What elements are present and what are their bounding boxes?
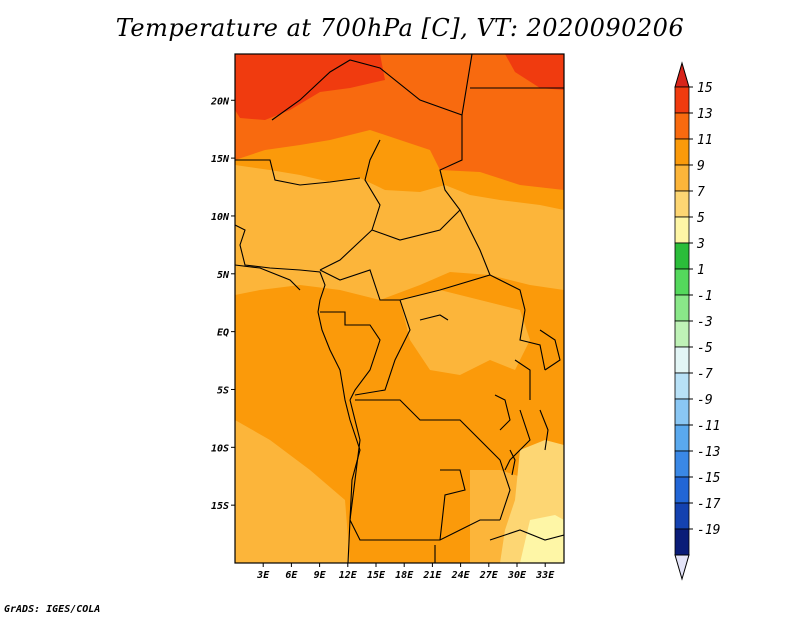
colorbar-segment — [674, 190, 690, 218]
longitude-axis: 3E 6E 9E 12E 15E 18E 21E 24E 27E 30E 33E — [256, 563, 555, 581]
colorbar-label: -5 — [697, 341, 713, 356]
colorbar-label: -13 — [697, 445, 720, 460]
colorbar-label: -17 — [697, 497, 721, 512]
lon-tick-label: 24E — [451, 570, 471, 581]
colorbar-segment — [674, 372, 690, 400]
temperature-field — [235, 54, 564, 563]
boundary-line — [355, 399, 511, 521]
lon-tick-label: 3E — [256, 570, 270, 581]
colorbar-segment — [674, 450, 690, 478]
boundary-line — [235, 159, 361, 186]
colorbar-label: 15 — [697, 81, 713, 96]
boundary-line — [439, 115, 491, 276]
lon-tick-label: 27E — [479, 570, 499, 581]
lake-path — [419, 314, 449, 321]
colorbar-label: 7 — [697, 185, 705, 200]
boundary-line — [271, 54, 473, 121]
colorbar-label: 13 — [697, 107, 713, 122]
field-patch-7-9-central — [400, 290, 530, 375]
colorbar-label: 11 — [697, 133, 713, 148]
boundary-line — [371, 209, 461, 241]
field-coastal-9-11 — [235, 300, 360, 470]
colorbar-segment — [674, 216, 690, 244]
colorbar-segment — [674, 476, 690, 504]
lon-tick-label: 21E — [422, 570, 442, 581]
boundary-line — [319, 139, 381, 271]
lat-tick-label: 5S — [217, 385, 229, 396]
colorbar-segment — [674, 346, 690, 374]
boundary-line — [439, 469, 466, 541]
boundary-line — [504, 409, 531, 471]
boundary-line — [489, 529, 564, 541]
colorbar-segment — [674, 294, 690, 322]
colorbar-label: 3 — [696, 237, 705, 252]
colorbar-label: -3 — [697, 315, 713, 330]
latitude-axis: 20N 15N 10N 5N EQ 5S 10S 15S — [210, 96, 235, 512]
lat-tick-label: 15N — [211, 154, 230, 165]
colorbar-label: -19 — [697, 523, 720, 538]
boundary-line — [349, 399, 500, 541]
colorbar-label: 5 — [697, 211, 705, 226]
lon-tick-label: 12E — [339, 570, 358, 581]
colorbar-label: -11 — [697, 419, 720, 434]
boundary-line — [320, 311, 381, 401]
lon-tick-label: 15E — [367, 570, 386, 581]
boundary-line — [235, 264, 301, 291]
boundary-line — [354, 299, 411, 396]
lon-tick-label: 18E — [395, 570, 414, 581]
colorbar-segment — [674, 242, 690, 270]
field-band-7-9-north — [235, 165, 564, 300]
lat-tick-label: 10N — [211, 212, 230, 223]
boundary-line — [539, 329, 561, 371]
lon-tick-label: 33E — [535, 570, 555, 581]
coastline-path — [235, 224, 361, 563]
colorbar-segment — [674, 320, 690, 348]
field-patch-13-15-east — [505, 54, 564, 90]
colorbar-segment — [674, 112, 690, 140]
lake-path — [494, 394, 511, 431]
credit-text: GrADS: IGES/COLA — [4, 604, 101, 615]
coastline — [235, 224, 549, 563]
field-patch-13-15-west — [235, 54, 385, 120]
lat-tick-label: 20N — [210, 96, 230, 107]
field-patch-7-9-southwest — [235, 420, 350, 563]
lon-tick-label: 9E — [314, 570, 327, 581]
lat-tick-label: EQ — [217, 328, 229, 339]
boundary-line — [519, 309, 546, 371]
colorbar-label: -1 — [697, 289, 713, 304]
colorbar-label: 9 — [697, 159, 705, 174]
lat-tick-label: 5N — [217, 270, 230, 281]
colorbar-segment — [674, 398, 690, 426]
country-boundaries — [235, 54, 564, 563]
colorbar-segment — [674, 424, 690, 452]
colorbar-segment — [674, 138, 690, 166]
lat-tick-label: 10S — [211, 443, 229, 454]
colorbar-segment — [674, 164, 690, 192]
colorbar-segment — [674, 528, 690, 556]
colorbar-label: -15 — [697, 471, 721, 486]
lake-path — [509, 449, 516, 476]
colorbar: 15 13 11 9 7 5 3 1 -1 -3 -5 -7 -9 -11 -13 -15 -17 -19 — [674, 61, 721, 581]
lake-path — [539, 409, 549, 451]
lat-tick-label: 15S — [211, 501, 229, 512]
lon-tick-label: 6E — [285, 570, 298, 581]
colorbar-segment — [674, 86, 690, 114]
lon-tick-label: 30E — [507, 570, 527, 581]
colorbar-label: -7 — [697, 367, 713, 382]
colorbar-bottom-arrow — [674, 554, 690, 581]
colorbar-segment — [674, 502, 690, 530]
colorbar-top-arrow — [674, 61, 690, 88]
map-frame — [234, 53, 565, 564]
colorbar-label: -9 — [697, 393, 713, 408]
colorbar-segment — [674, 268, 690, 296]
chart-title: Temperature at 700hPa [C], VT: 202009020… — [115, 14, 685, 42]
colorbar-label: 1 — [697, 263, 705, 278]
boundary-line — [514, 359, 531, 400]
